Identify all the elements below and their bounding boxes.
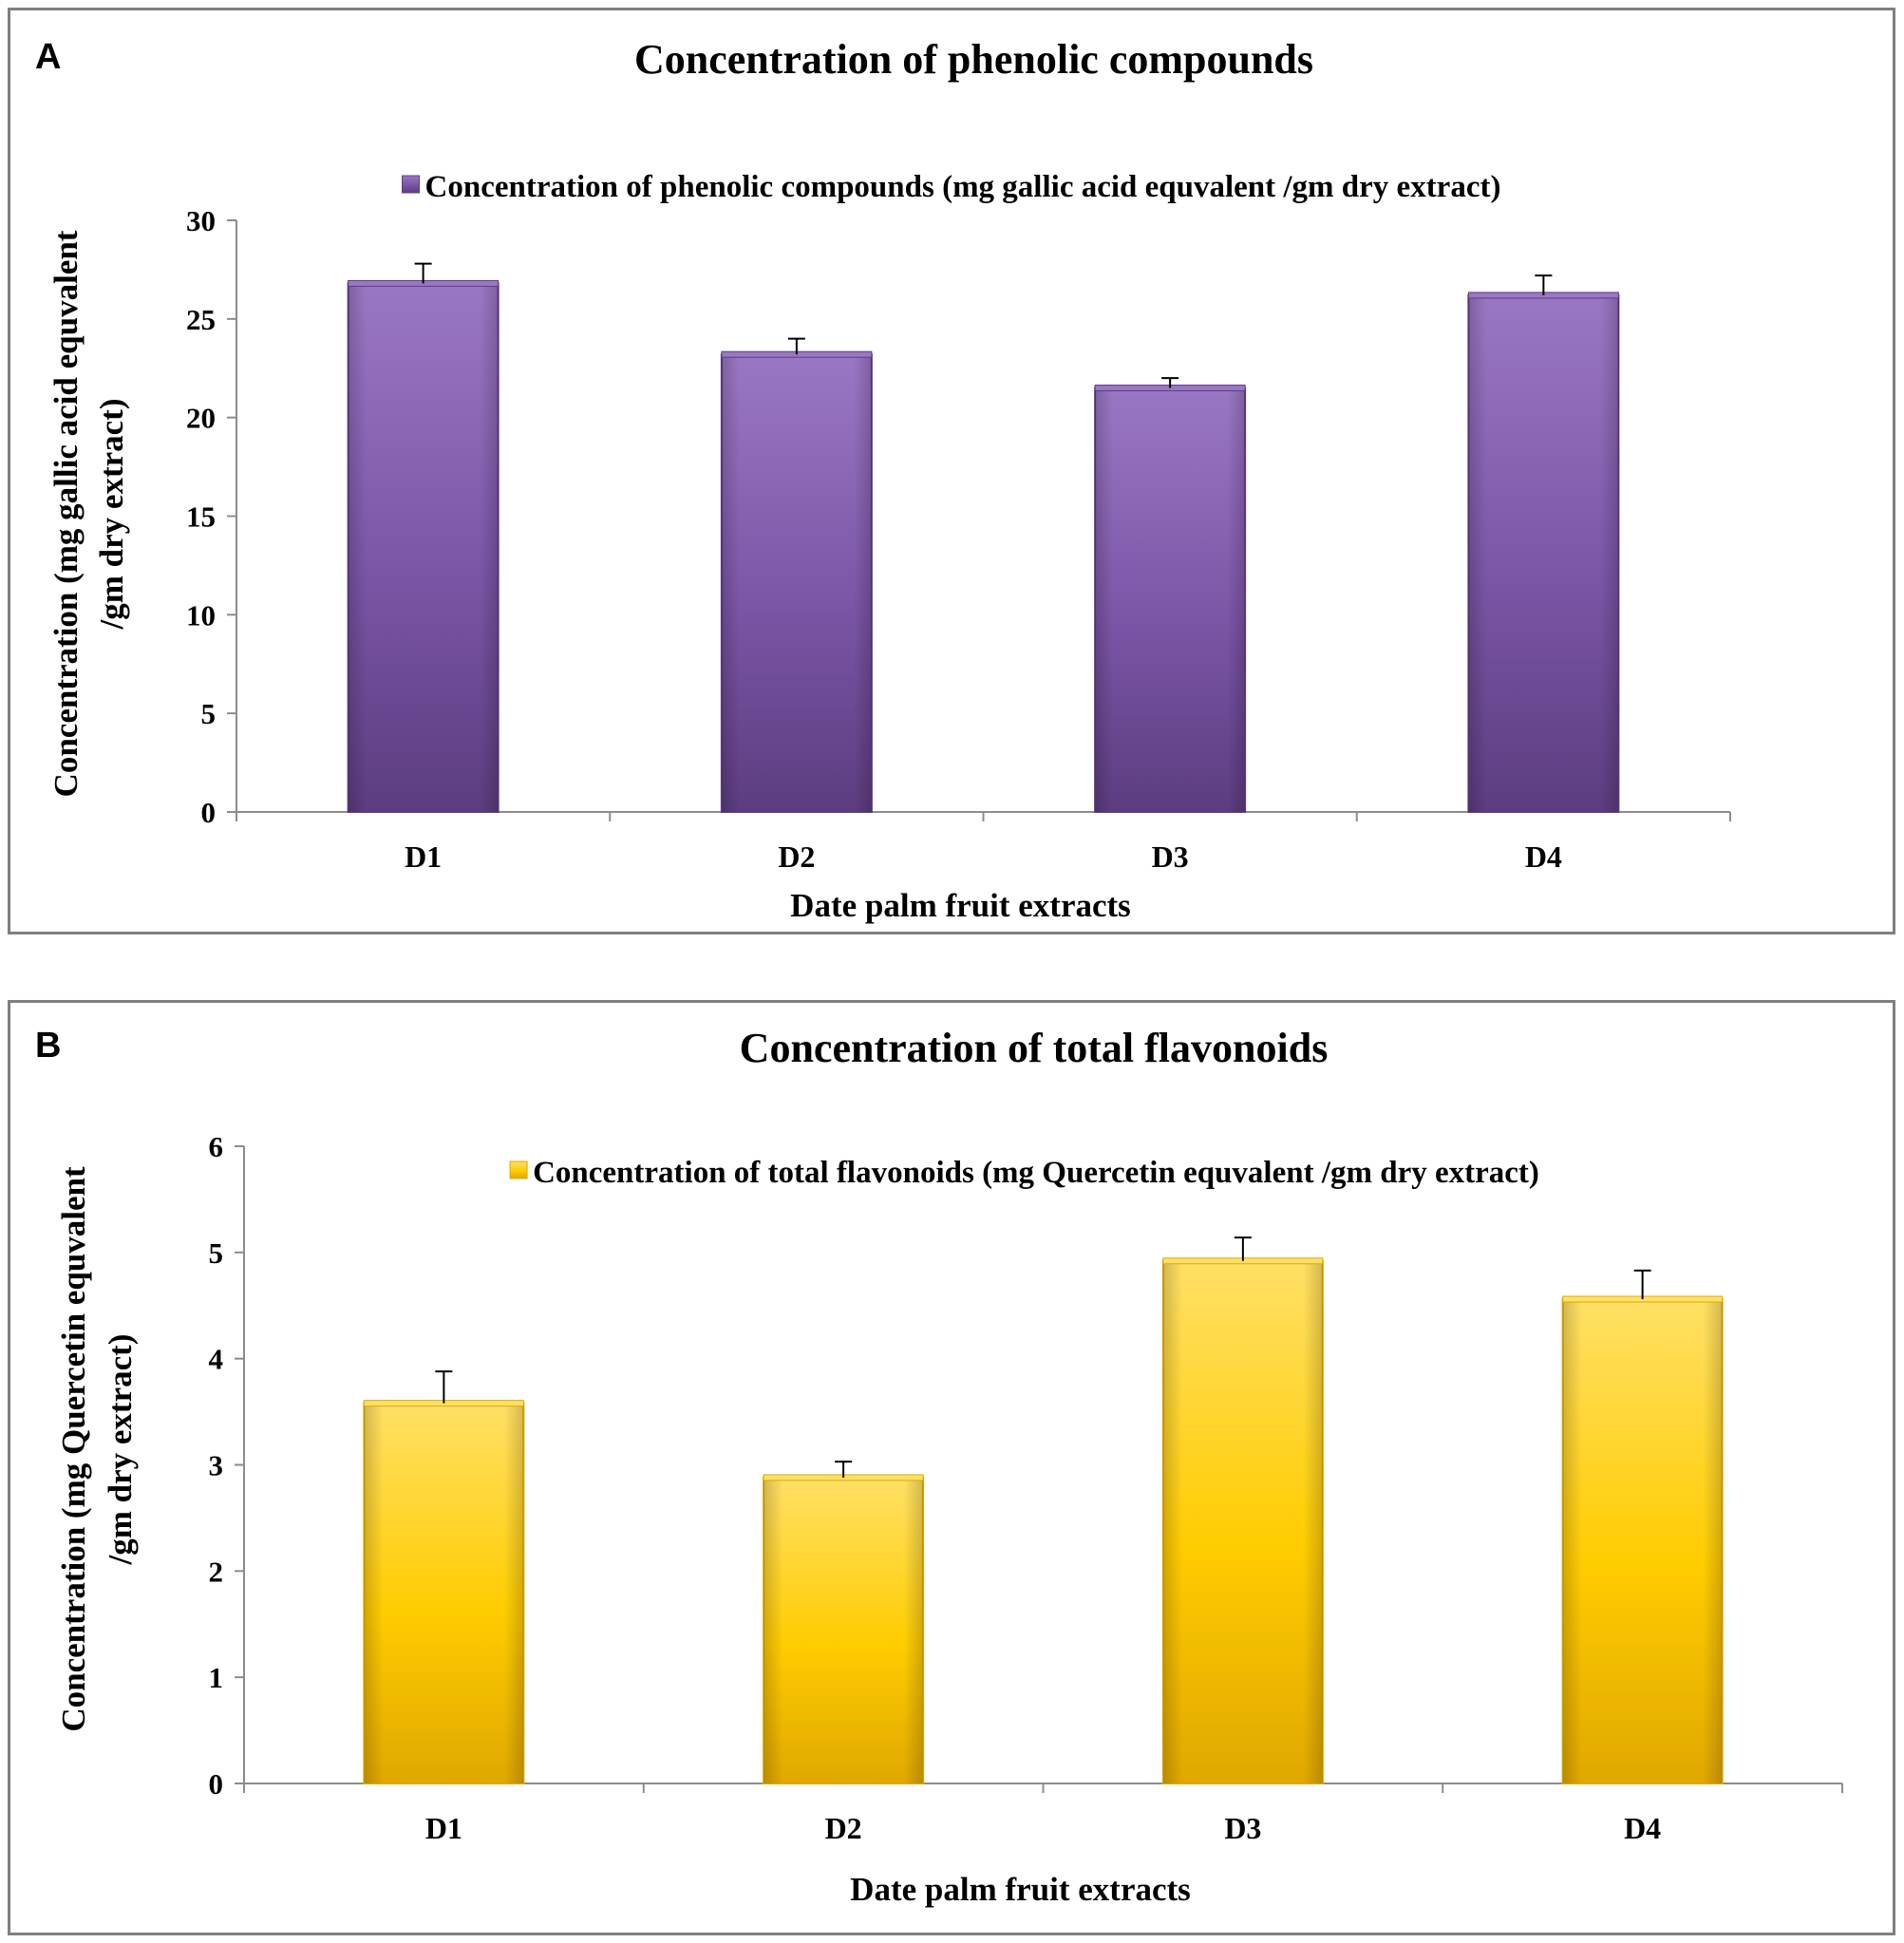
x-tick-label-a: D1 [405,839,442,874]
bar-shade-a [721,354,872,812]
x-axis-label-a: Date palm fruit extracts [790,887,1131,924]
x-tick-label-a: D4 [1525,839,1562,874]
y-tick-label-a: 30 [186,204,216,237]
x-tick-label-a: D3 [1152,839,1189,874]
y-tick-label-b: 5 [209,1236,224,1270]
y-tick-label-a: 5 [201,697,217,730]
bar-shade-b [1562,1299,1723,1783]
y-tick-label-b: 2 [209,1555,224,1588]
y-axis-label-a-line1: Concentration (mg gallic acid equvalent [47,230,85,797]
x-tick-label-b: D2 [825,1811,862,1845]
legend-label-a: Concentration of phenolic compounds (mg … [425,170,1501,204]
y-tick-label-b: 0 [209,1767,224,1801]
y-tick-label-a: 15 [186,500,216,534]
y-tick-label-b: 1 [209,1661,224,1694]
chart-panel-b: B Concentration of total flavonoids Conce… [8,1000,1895,1935]
y-tick-label-b: 3 [209,1449,224,1482]
bar-shade-b [364,1403,524,1783]
y-tick-label-a: 20 [186,402,216,435]
y-tick-label-a: 25 [186,303,216,336]
x-tick-label-a: D2 [778,839,815,874]
legend-label-b: Concentration of total flavonoids (mg Qu… [533,1156,1539,1190]
y-axis-label-b-line1: Concentration (mg Quercetin equvalent [55,1166,92,1732]
y-axis-label-b-line2: /gm dry extract) [102,1334,139,1566]
panel-label-a: A [35,37,62,77]
y-tick-label-b: 6 [209,1130,224,1163]
chart-title-b: Concentration of total flavonoids [740,1025,1329,1071]
x-tick-label-b: D1 [425,1811,462,1845]
panel-label-b: B [35,1026,62,1066]
y-tick-label-a: 10 [186,598,216,632]
chart-title-a: Concentration of phenolic compounds [634,36,1313,83]
x-tick-label-b: D3 [1224,1811,1261,1845]
y-tick-label-a: 0 [201,796,217,829]
chart-a-svg: Concentration of phenolic compounds Conce… [47,36,1731,924]
bar-shade-a [348,283,499,812]
bar-shade-a [1468,294,1619,812]
legend-swatch-a [402,175,421,194]
chart-panel-a: A Concentration of phenolic compounds Con… [8,8,1895,934]
bar-shade-b [763,1477,924,1783]
legend-swatch-b [509,1160,528,1179]
chart-b-svg: Concentration of total flavonoids Concent… [55,1025,1843,1908]
x-axis-label-b: Date palm fruit extracts [850,1871,1191,1908]
y-tick-label-b: 4 [209,1343,224,1376]
x-tick-label-b: D4 [1624,1811,1661,1845]
bar-shade-b [1162,1260,1323,1783]
y-axis-label-a-line2: /gm dry extract) [93,399,130,631]
bar-shade-a [1095,387,1246,812]
